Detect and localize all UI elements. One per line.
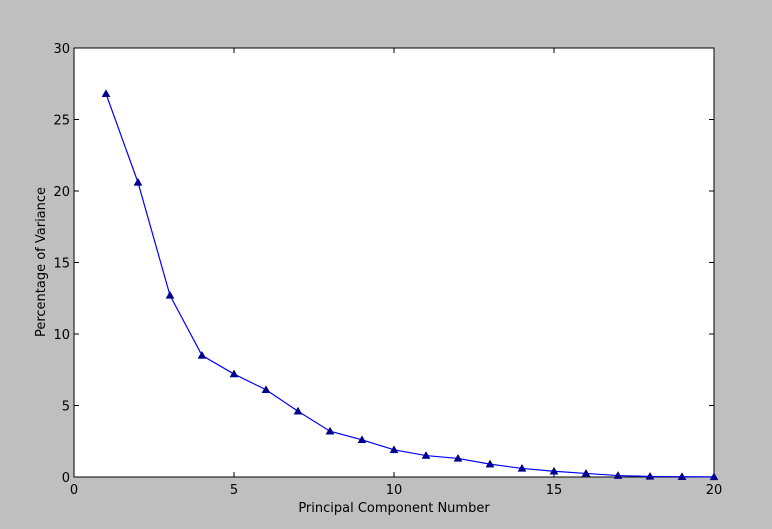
data-point [709, 472, 719, 481]
data-point [485, 459, 495, 468]
data-point [389, 445, 399, 454]
data-point [101, 89, 111, 98]
data-point [325, 426, 335, 435]
y-tick-label: 0 [62, 471, 70, 486]
data-point [549, 466, 559, 475]
data-point [357, 435, 367, 444]
data-point [645, 471, 655, 480]
series-line [105, 93, 715, 478]
data-point [421, 451, 431, 459]
y-tick-label: 25 [53, 114, 70, 129]
data-point [453, 453, 463, 462]
data-point [229, 369, 239, 378]
data-point [133, 177, 143, 186]
data-point [261, 385, 271, 394]
x-tick-label: 20 [706, 483, 723, 498]
series-markers [101, 89, 719, 481]
data-point [677, 472, 687, 480]
data-point [581, 468, 591, 477]
y-tick-label: 5 [62, 400, 70, 415]
data-point [293, 406, 303, 415]
y-tick-label: 10 [53, 328, 70, 343]
x-tick-label: 10 [386, 483, 403, 498]
y-tick-label: 15 [53, 257, 70, 272]
axis-tick-labels: 0 5 10 15 20 0 5 10 15 20 25 30 [53, 42, 722, 498]
data-point [613, 471, 623, 479]
y-tick-label: 30 [53, 42, 70, 57]
x-tick-label: 0 [70, 483, 78, 498]
x-tick-label: 15 [546, 483, 563, 498]
y-axis-label: Percentage of Variance [34, 187, 49, 337]
y-tick-label: 20 [53, 185, 70, 200]
x-axis-label: Principal Component Number [298, 501, 490, 516]
data-point [197, 350, 207, 359]
plot-area [73, 47, 715, 478]
data-point [165, 290, 175, 299]
x-tick-label: 5 [230, 483, 238, 498]
data-point [517, 463, 527, 472]
